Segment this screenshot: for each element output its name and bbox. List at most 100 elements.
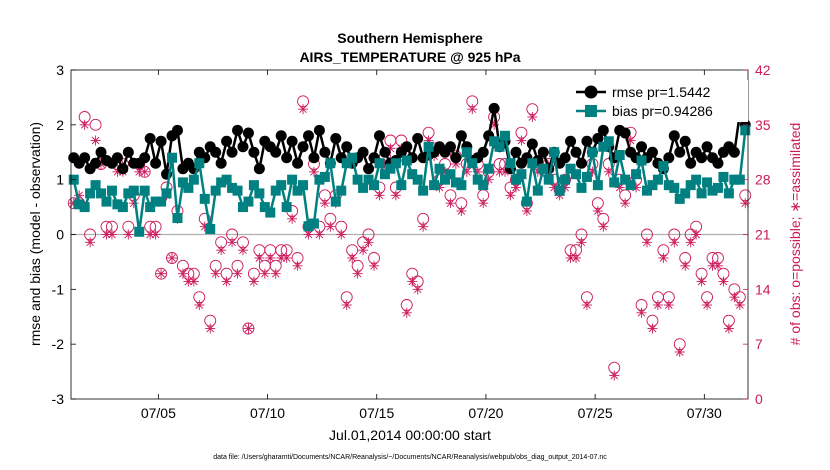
bias-point xyxy=(412,174,423,185)
rmse-point xyxy=(412,133,424,145)
bias-point xyxy=(396,180,407,191)
rmse-point xyxy=(302,130,314,142)
obs-assimilated-point xyxy=(658,253,669,263)
rmse-point xyxy=(685,157,697,169)
bias-point xyxy=(445,169,456,180)
obs-assimilated-point xyxy=(674,347,685,357)
bias-point xyxy=(330,196,341,207)
bias-point xyxy=(276,180,287,191)
bias-point xyxy=(237,202,248,213)
obs-assimilated-point xyxy=(663,300,674,310)
rmse-point xyxy=(232,124,244,136)
bias-point xyxy=(576,182,587,193)
obs-assimilated-point xyxy=(319,198,330,209)
bias-point xyxy=(183,182,194,193)
bias-point xyxy=(500,130,511,141)
bias-point xyxy=(161,188,172,199)
obs-assimilated-point xyxy=(79,119,90,130)
obs-assimilated-point xyxy=(270,268,281,279)
obs-assimilated-point xyxy=(467,104,478,115)
bias-point xyxy=(188,174,199,185)
bias-point xyxy=(489,136,500,147)
obs-assimilated-point xyxy=(669,237,680,248)
bias-point xyxy=(641,185,652,196)
bias-point xyxy=(385,163,396,174)
rmse-point xyxy=(155,135,167,147)
bias-point xyxy=(221,174,232,185)
bias-point xyxy=(128,185,139,196)
rmse-point xyxy=(379,146,391,158)
obs-assimilated-point xyxy=(516,135,527,146)
bias-point xyxy=(117,202,128,213)
bias-point xyxy=(467,158,478,169)
obs-assimilated-point xyxy=(85,237,96,248)
obs-assimilated-point xyxy=(254,253,265,263)
obs-assimilated-point xyxy=(265,253,276,263)
bias-point xyxy=(483,163,494,174)
bias-point xyxy=(259,202,270,213)
y-tick-label-left: -2 xyxy=(52,336,65,352)
bias-point xyxy=(729,174,740,185)
x-tick-label: 07/25 xyxy=(578,405,613,421)
obs-assimilated-point xyxy=(374,190,385,201)
bias-point xyxy=(663,180,674,191)
bias-point xyxy=(407,169,418,180)
bias-point xyxy=(685,180,696,191)
obs-assimilated-point xyxy=(707,260,718,271)
obs-assimilated-point xyxy=(576,237,587,248)
obs-assimilated-point xyxy=(243,323,254,334)
obs-assimilated-point xyxy=(352,268,363,279)
bias-point xyxy=(456,180,467,191)
obs-assimilated-point xyxy=(505,190,516,201)
obs-assimilated-point xyxy=(194,300,205,310)
obs-assimilated-point xyxy=(652,300,663,310)
bias-point xyxy=(554,185,565,196)
rmse-point xyxy=(712,157,724,169)
obs-possible-point xyxy=(155,267,168,280)
rmse-point xyxy=(297,141,309,153)
bias-point xyxy=(216,177,227,188)
bias-point xyxy=(254,188,265,199)
obs-assimilated-point xyxy=(210,268,221,279)
bias-point xyxy=(210,185,221,196)
rmse-point xyxy=(363,163,375,175)
rmse-point xyxy=(341,141,353,153)
legend-rmse-marker xyxy=(584,85,598,99)
rmse-point xyxy=(139,152,151,164)
obs-assimilated-point xyxy=(216,245,227,256)
obs-assimilated-point xyxy=(167,253,178,263)
bias-point xyxy=(363,174,374,185)
rmse-point xyxy=(242,127,254,139)
y-tick-label-right: 0 xyxy=(755,391,763,407)
bias-point xyxy=(603,136,614,147)
bias-point xyxy=(123,188,134,199)
obs-assimilated-point xyxy=(237,245,248,256)
x-tick-label: 07/10 xyxy=(250,405,285,421)
rmse-point xyxy=(122,146,134,158)
bias-point xyxy=(472,174,483,185)
obs-assimilated-point xyxy=(691,229,702,240)
bias-point xyxy=(461,147,472,158)
bias-point xyxy=(167,152,178,163)
x-tick-label: 07/30 xyxy=(687,405,722,421)
bias-point xyxy=(423,141,434,152)
bias-point xyxy=(560,174,571,185)
bias-point xyxy=(691,174,702,185)
bias-point xyxy=(177,177,188,188)
bias-point xyxy=(707,185,718,196)
bias-point xyxy=(150,196,161,207)
bias-point xyxy=(227,182,238,193)
y-tick-label-right: 28 xyxy=(755,172,771,188)
bias-point xyxy=(379,169,390,180)
chart-subtitle: AIRS_TEMPERATURE @ 925 hPa xyxy=(299,49,520,65)
rmse-point xyxy=(570,146,582,158)
rmse-point xyxy=(210,146,222,158)
obs-assimilated-point xyxy=(232,268,243,279)
bias-point xyxy=(478,180,489,191)
obs-assimilated-point xyxy=(188,276,199,287)
obs-assimilated-point xyxy=(123,229,134,240)
rmse-point xyxy=(674,146,686,158)
obs-assimilated-point xyxy=(314,229,325,240)
bias-point xyxy=(85,188,96,199)
